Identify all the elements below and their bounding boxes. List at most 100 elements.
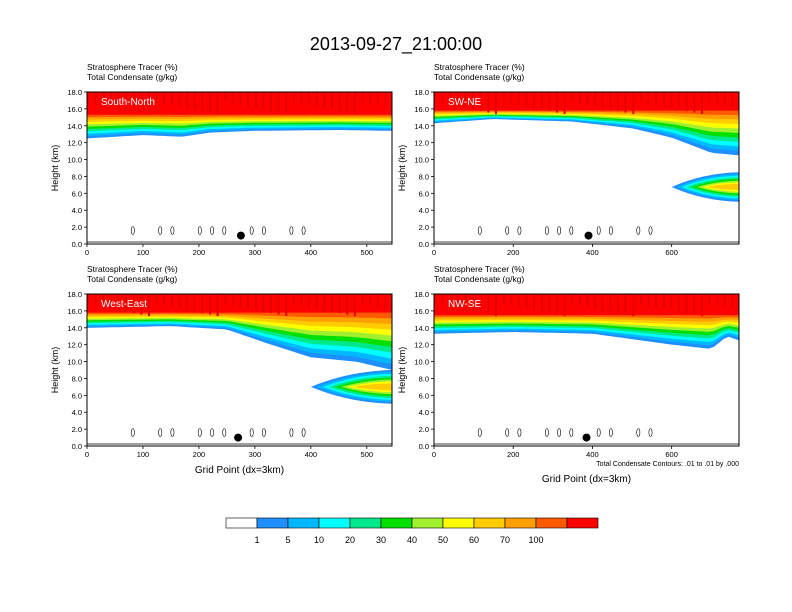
tracer-streak	[247, 92, 250, 107]
x-tick-label: 0	[85, 450, 89, 459]
tracer-streak	[548, 92, 551, 112]
tracer-streak	[700, 92, 703, 115]
tracer-streak	[693, 294, 696, 315]
colorbar-swatch	[504, 517, 537, 529]
tracer-streak	[441, 92, 444, 104]
tracer-streak	[277, 294, 280, 315]
condensate-contour	[517, 226, 522, 235]
condensate-contour	[170, 226, 175, 235]
panel-header-line: Stratosphere Tracer (%)	[434, 264, 525, 274]
tracer-streak	[723, 92, 726, 106]
tracer-streak	[132, 294, 135, 314]
colorbar-swatch	[380, 517, 413, 529]
tracer-streak	[163, 92, 166, 104]
y-tick-label: 18.0	[414, 290, 429, 299]
tracer-streak	[224, 92, 227, 103]
tracer-streak	[323, 92, 326, 109]
tracer-streak	[670, 294, 673, 311]
tracer-streak	[193, 92, 196, 110]
condensate-contour	[249, 226, 254, 235]
condensate-contour	[505, 428, 510, 437]
tracer-streak	[300, 92, 303, 104]
condensate-contour	[648, 428, 653, 437]
tracer-streak	[109, 294, 112, 309]
y-tick-label: 16.0	[67, 105, 82, 114]
condensate-contour	[557, 226, 562, 235]
colorbar-label: 5	[285, 535, 290, 545]
y-tick-label: 2.0	[72, 223, 82, 232]
tracer-streak	[517, 294, 520, 308]
tracer-streak	[178, 92, 181, 107]
colorbar-swatch	[256, 517, 289, 529]
condensate-contour	[609, 226, 613, 235]
location-marker	[236, 231, 245, 240]
tracer-streak	[525, 294, 528, 309]
tracer-streak	[331, 92, 333, 110]
plot-frame	[433, 91, 740, 245]
y-tick-label: 10.0	[414, 358, 429, 367]
panel-label: SW-NE	[448, 97, 481, 108]
tracer-streak	[170, 294, 173, 308]
tracer-streak	[639, 294, 642, 305]
condensate-contour	[170, 428, 175, 437]
tracer-streak	[209, 92, 211, 113]
tracer-streak	[186, 294, 189, 311]
y-tick-label: 14.0	[67, 324, 82, 333]
tracer-streak	[464, 294, 467, 311]
condensate-contour	[545, 428, 549, 437]
y-tick-label: 12.0	[67, 139, 82, 148]
condensate-contour	[261, 226, 266, 235]
tracer-streak	[517, 92, 520, 106]
y-tick-label: 12.0	[414, 139, 429, 148]
tracer-streak	[247, 294, 250, 309]
tracer-streak	[216, 92, 219, 115]
tracer-streak	[609, 92, 612, 110]
y-tick-label: 6.0	[419, 189, 429, 198]
tracer-streak	[231, 92, 234, 104]
y-tick-label: 14.0	[414, 122, 429, 131]
x-tick-label: 200	[507, 450, 520, 459]
tracer-streak	[434, 92, 436, 103]
condensate-contour	[636, 226, 641, 235]
tracer-streak	[315, 92, 318, 107]
tracer-streak	[239, 294, 242, 308]
y-tick-label: 0.0	[72, 240, 82, 249]
tracer-streak	[662, 92, 665, 107]
tracer-streak	[376, 92, 379, 106]
tracer-streak	[201, 92, 204, 112]
tracer-streak	[449, 294, 452, 308]
tracer-streak	[510, 294, 513, 306]
condensate-contour	[596, 428, 601, 437]
tracer-streak	[87, 92, 89, 103]
condensate-contour	[289, 428, 294, 437]
y-tick-label: 4.0	[419, 408, 429, 417]
condensate-contour	[477, 428, 482, 437]
colorbar-swatch	[566, 517, 599, 529]
condensate-contour	[557, 428, 562, 437]
tracer-streak	[224, 294, 227, 305]
tracer-streak	[594, 92, 597, 107]
condensate-contour	[222, 226, 227, 235]
location-marker	[582, 433, 591, 442]
y-tick-label: 4.0	[72, 206, 82, 215]
tracer-streak	[201, 294, 204, 314]
tracer-streak	[472, 294, 475, 312]
tracer-streak	[132, 92, 135, 112]
tracer-streak	[346, 294, 349, 315]
x-tick-label: 400	[586, 450, 599, 459]
condensate-contour	[636, 428, 641, 437]
tracer-streak	[178, 294, 181, 309]
y-tick-label: 8.0	[72, 172, 82, 181]
tracer-streak	[353, 294, 356, 317]
x-tick-label: 600	[665, 248, 678, 257]
colorbar-label: 70	[500, 535, 510, 545]
colorbar-label: 20	[345, 535, 355, 545]
tracer-streak	[533, 92, 536, 109]
tracer-streak	[556, 92, 558, 113]
tracer-streak	[456, 294, 459, 309]
condensate-contour	[569, 428, 574, 437]
tracer-streak	[361, 294, 364, 305]
x-tick-label: 200	[507, 248, 520, 257]
tracer-streak	[292, 92, 295, 103]
tracer-streak	[315, 294, 318, 309]
